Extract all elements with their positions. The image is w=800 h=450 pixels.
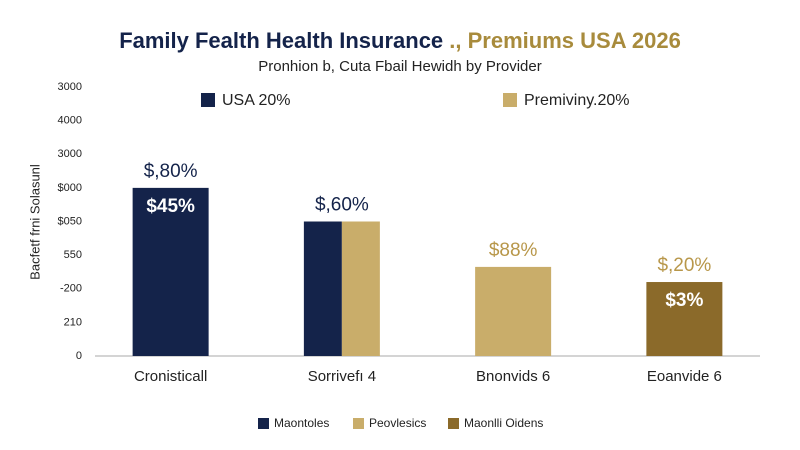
value-label: $,20% (657, 255, 711, 276)
legend-swatch (353, 418, 364, 429)
value-label: $,80% (144, 161, 198, 182)
legend-swatch (448, 418, 459, 429)
y-tick-label: 4000 (58, 115, 82, 127)
legend-label: Maontoles (274, 416, 329, 430)
x-tick-label: Bnonvids 6 (476, 368, 550, 385)
x-tick-label: Eoanvide 6 (647, 368, 722, 385)
legend-label: Maonlli Oidens (464, 416, 543, 430)
title-accent: ., Premiums USA 2026 (449, 28, 681, 53)
y-tick-label: -200 (60, 283, 82, 295)
x-tick-label: Sorrivefı 4 (308, 368, 376, 385)
y-tick-label: $050 (58, 215, 82, 227)
y-tick-label: 0 (76, 350, 82, 362)
y-tick-label: $000 (58, 182, 82, 194)
legend-swatch (201, 93, 215, 107)
bar (646, 282, 723, 356)
legend-label: Peovlesics (369, 416, 426, 430)
legend-swatch (503, 93, 517, 107)
bar (341, 221, 380, 356)
bar (475, 266, 552, 356)
chart-title: Family Fealth Health Insurance ., Premiu… (119, 28, 681, 53)
bar-inner-label: $45% (146, 196, 195, 217)
x-tick-label: Cronisticall (134, 368, 207, 385)
bar (303, 221, 342, 356)
legend-label: Premiviny.20% (524, 92, 630, 109)
bar-inner-label: $3% (665, 290, 703, 311)
legend-label: USA 20% (222, 92, 290, 109)
y-axis-label: Bacfetf frni Solasunl (27, 164, 42, 280)
title-main: Family Fealth Health Insurance (119, 28, 443, 53)
y-tick-label: 3000 (58, 148, 82, 160)
value-label: $88% (489, 240, 538, 261)
y-tick-label: 550 (64, 249, 82, 261)
bar (132, 187, 209, 356)
y-tick-label: 3000 (58, 81, 82, 93)
chart-subtitle: Pronhion b, Cuta Fbail Hewidh by Provide… (258, 58, 541, 75)
legend-swatch (258, 418, 269, 429)
value-label: $,60% (315, 195, 369, 216)
y-tick-label: 210 (64, 316, 82, 328)
